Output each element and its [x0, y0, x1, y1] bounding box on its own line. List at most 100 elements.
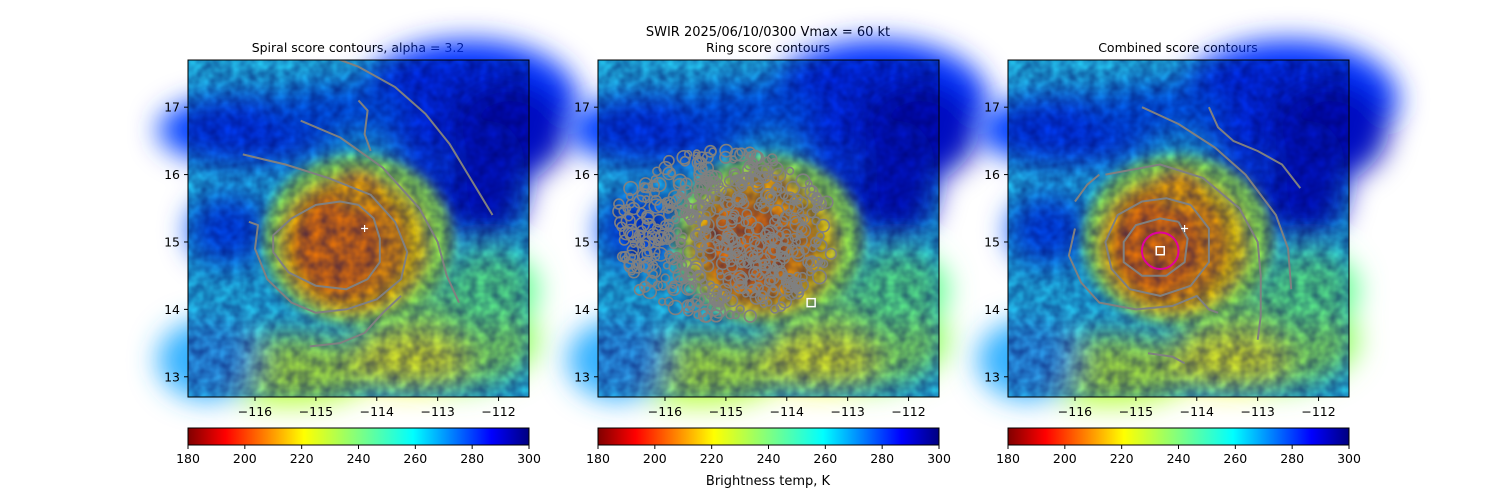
heatmap-image	[158, 40, 578, 405]
best-center-square-marker	[806, 297, 816, 308]
y-tick-label: 13	[574, 369, 590, 384]
contour-lines	[1067, 106, 1302, 365]
y-tick-label: 15	[164, 234, 180, 249]
contour-line	[357, 99, 372, 152]
colorbar-tick-label: 220	[1110, 451, 1134, 466]
colorbar-tick-label: 260	[403, 451, 427, 466]
y-axis: 13 14 15 16 17	[574, 100, 598, 384]
panel-title: Combined score contours	[1098, 40, 1258, 55]
x-tick-label: −112	[481, 404, 515, 419]
x-tick-label: −112	[1301, 404, 1335, 419]
colorbar-tick-label: 300	[927, 451, 951, 466]
axes-frame	[1007, 59, 1350, 398]
center-markers	[361, 225, 369, 232]
colorbar: 180 200 220 240 260 280 300	[176, 427, 541, 466]
contour-line	[1147, 352, 1186, 365]
best-center-circle-marker	[1140, 231, 1180, 271]
contour-lines	[242, 60, 494, 348]
colorbar-tick-label: 260	[813, 451, 837, 466]
y-tick-label: 16	[574, 167, 590, 182]
x-tick-label: −113	[1240, 404, 1274, 419]
colorbar-tick-label: 180	[176, 451, 200, 466]
y-tick-label: 17	[574, 100, 590, 115]
x-tick-label: −114	[770, 404, 804, 419]
contour-line	[309, 295, 402, 348]
contour-line	[242, 153, 409, 314]
suptitle: SWIR 2025/06/10/0300 Vmax = 60 kt	[646, 25, 890, 40]
first-guess-plus-marker	[1181, 225, 1189, 232]
y-tick-label: 16	[984, 167, 1000, 182]
y-axis: 13 14 15 16 17	[164, 100, 188, 384]
colorbar-tick-label: 240	[347, 451, 371, 466]
x-axis: −116 −115 −114 −113 −112	[648, 397, 926, 419]
contour-line	[1105, 163, 1262, 340]
colorbar-tick-label: 300	[517, 451, 541, 466]
colorbar-tick-label: 260	[1223, 451, 1247, 466]
colorbar-tick-label: 300	[1337, 451, 1361, 466]
x-tick-label: −116	[648, 404, 682, 419]
y-tick-label: 14	[574, 302, 590, 317]
contour-line	[1067, 228, 1219, 314]
y-axis: 13 14 15 16 17	[984, 100, 1008, 384]
first-guess-plus-marker	[361, 225, 369, 232]
panel-combined: Combined score contours −116 −115 −114 −113…	[978, 40, 1398, 466]
colorbar-label: Brightness temp, K	[706, 474, 831, 489]
x-axis: −116 −115 −114 −113 −112	[238, 397, 516, 419]
y-tick-label: 16	[164, 167, 180, 182]
colorbar-gradient	[187, 427, 530, 446]
y-tick-label: 15	[574, 234, 590, 249]
colorbar: 180 200 220 240 260 280 300	[586, 427, 951, 466]
x-tick-label: −113	[420, 404, 454, 419]
x-tick-label: −115	[1119, 404, 1153, 419]
x-tick-label: −116	[238, 404, 272, 419]
panel-spiral: Spiral score contours, alpha = 3.2 −116−…	[158, 40, 578, 466]
x-tick-label: −114	[1180, 404, 1214, 419]
center-markers	[806, 297, 816, 308]
axes-frame	[597, 59, 940, 398]
axes-frame	[187, 59, 530, 398]
contour-line	[300, 119, 460, 304]
x-tick-label: −113	[830, 404, 864, 419]
x-tick-label: −112	[891, 404, 925, 419]
heatmap-image	[978, 40, 1398, 405]
colorbar-gradient	[597, 427, 940, 446]
heatmap-image	[568, 40, 988, 405]
colorbar-tick-label: 240	[757, 451, 781, 466]
x-tick-label: −115	[299, 404, 333, 419]
contour-line	[1104, 197, 1210, 297]
colorbar-tick-label: 200	[233, 451, 257, 466]
y-tick-label: 14	[984, 302, 1000, 317]
contour-line	[1207, 106, 1302, 189]
contour-line	[272, 200, 381, 291]
colorbar-tick-label: 240	[1167, 451, 1191, 466]
colorbar-tick-label: 280	[460, 451, 484, 466]
x-tick-label: −114	[360, 404, 394, 419]
y-tick-label: 15	[984, 234, 1000, 249]
colorbar-tick-label: 200	[643, 451, 667, 466]
colorbar: 180 200 220 240 260 280 300	[996, 427, 1361, 466]
x-tick-label: −116	[1058, 404, 1092, 419]
colorbar-gradient	[1007, 427, 1350, 446]
panel-ring: Ring score contours −116 −115 −114 −113 −112…	[568, 40, 988, 489]
y-tick-label: 17	[984, 100, 1000, 115]
contour-line	[337, 60, 494, 216]
colorbar-tick-label: 280	[1280, 451, 1304, 466]
panel-title: Ring score contours	[706, 40, 830, 55]
best-center-square-marker	[1155, 245, 1165, 256]
y-tick-label: 14	[164, 302, 180, 317]
x-axis: −116 −115 −114 −113 −112	[1058, 397, 1336, 419]
contour-line	[1141, 106, 1293, 290]
center-markers	[1140, 225, 1189, 271]
colorbar-tick-label: 180	[996, 451, 1020, 466]
y-tick-label: 13	[984, 369, 1000, 384]
colorbar-tick-label: 200	[1053, 451, 1077, 466]
contour-line	[1122, 217, 1189, 277]
colorbar-tick-label: 280	[870, 451, 894, 466]
contour-line	[1074, 173, 1100, 203]
x-tick-label: −115	[709, 404, 743, 419]
colorbar-tick-label: 220	[700, 451, 724, 466]
colorbar-tick-label: 180	[586, 451, 610, 466]
y-tick-label: 17	[164, 100, 180, 115]
colorbar-tick-label: 220	[290, 451, 314, 466]
